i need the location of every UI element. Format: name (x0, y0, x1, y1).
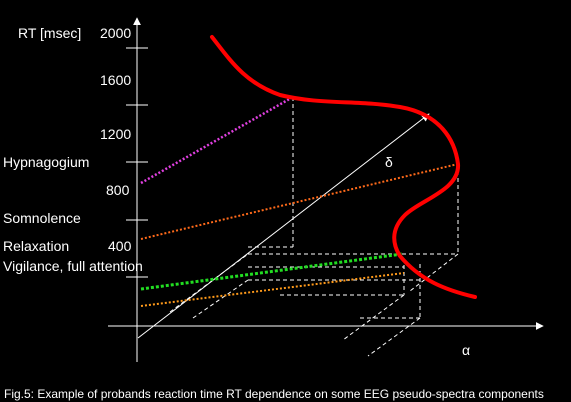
figure-caption: Fig.5: Example of probands reaction time… (4, 387, 544, 401)
vigilance-line-orange (140, 272, 405, 307)
delta-axis (137, 113, 430, 339)
tick-label-1200: 1200 (100, 126, 132, 142)
projection-lines (169, 97, 459, 357)
vigilance-line-green (140, 252, 403, 291)
state-label-somnolence: Somnolence (3, 210, 81, 226)
state-label-relaxation: Relaxation (3, 238, 70, 254)
alpha-axis-label: α (462, 342, 471, 358)
state-label-vigilance: Vigilance, full attention (3, 258, 143, 274)
delta-axis-label: δ (385, 154, 393, 170)
tick-label-400: 400 (108, 238, 132, 254)
tick-label-800: 800 (106, 182, 130, 198)
rt-curve (210, 35, 477, 299)
state-label-hypnagogium: Hypnagogium (3, 154, 90, 170)
somnolence-line (140, 163, 459, 240)
rt-axis-label: RT [msec] (18, 25, 82, 41)
rt-tick-marks (126, 47, 148, 278)
tick-label-1600: 1600 (100, 72, 132, 88)
tick-label-2000: 2000 (100, 25, 132, 41)
hypnagogium-line (140, 95, 294, 185)
